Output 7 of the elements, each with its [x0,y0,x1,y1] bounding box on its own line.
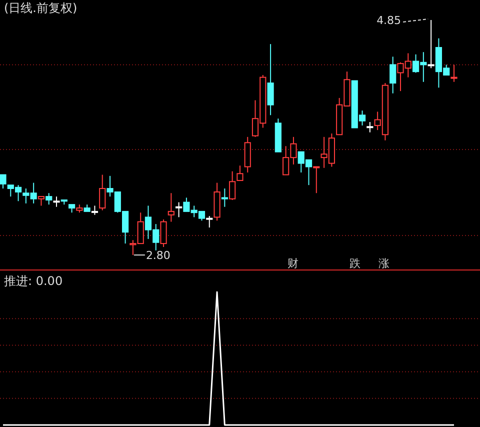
chart-title: (日线.前复权) [4,1,78,15]
chart-title: 推进: 0.00 [4,274,63,288]
annotation: 2.80 [146,249,170,262]
annotation: 4.85 [376,14,402,27]
text: 财 [287,257,298,270]
text: 涨 [378,257,390,270]
text: 跌 [350,257,361,270]
